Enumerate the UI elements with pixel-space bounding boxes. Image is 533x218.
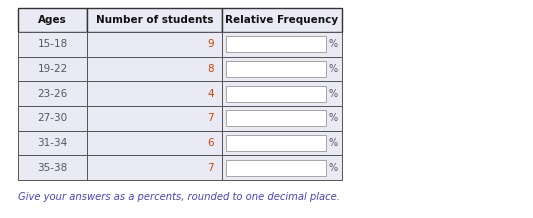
Text: %: % [329, 163, 338, 173]
Text: 9: 9 [207, 39, 214, 49]
Text: 6: 6 [207, 138, 214, 148]
Text: Give your answers as a percents, rounded to one decimal place.: Give your answers as a percents, rounded… [18, 192, 340, 202]
Text: 19-22: 19-22 [37, 64, 68, 74]
Text: 8: 8 [207, 64, 214, 74]
Text: %: % [329, 64, 338, 74]
Text: %: % [329, 138, 338, 148]
Text: 7: 7 [207, 163, 214, 173]
Text: Number of students: Number of students [96, 15, 213, 25]
Text: 4: 4 [207, 89, 214, 99]
Text: 15-18: 15-18 [37, 39, 68, 49]
Text: %: % [329, 113, 338, 123]
Text: Ages: Ages [38, 15, 67, 25]
Text: 23-26: 23-26 [37, 89, 68, 99]
Text: %: % [329, 39, 338, 49]
Text: %: % [329, 89, 338, 99]
Text: 31-34: 31-34 [37, 138, 68, 148]
Text: 35-38: 35-38 [37, 163, 68, 173]
Text: 27-30: 27-30 [37, 113, 68, 123]
Text: Relative Frequency: Relative Frequency [225, 15, 338, 25]
Text: 7: 7 [207, 113, 214, 123]
